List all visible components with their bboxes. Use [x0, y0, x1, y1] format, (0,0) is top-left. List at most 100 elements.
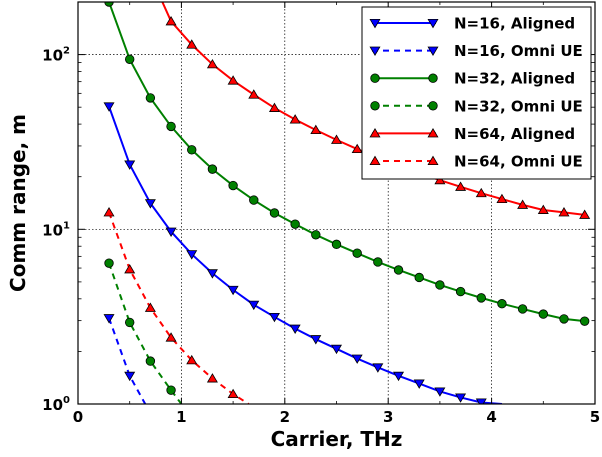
- data-point: [559, 314, 569, 324]
- data-point: [186, 39, 198, 49]
- legend-entry: N=16, Aligned: [369, 15, 575, 33]
- data-point: [227, 75, 239, 85]
- data-point: [517, 199, 529, 209]
- x-axis-label: Carrier, THz: [271, 427, 403, 451]
- x-tick-label: 1: [176, 408, 186, 426]
- data-point: [311, 230, 321, 240]
- data-point: [351, 143, 363, 154]
- x-tick-label: 4: [486, 408, 496, 426]
- data-point: [517, 304, 528, 314]
- series-line: [108, 262, 183, 404]
- data-point: [124, 317, 135, 328]
- series-4: [104, 258, 183, 404]
- data-point: [289, 114, 301, 124]
- legend-box: [361, 6, 592, 180]
- data-point: [227, 285, 239, 296]
- data-point: [331, 134, 342, 144]
- legend-marker: [428, 73, 438, 83]
- legend-marker: [427, 128, 439, 138]
- data-point: [165, 332, 177, 342]
- data-point: [331, 239, 342, 250]
- data-point: [538, 309, 549, 319]
- data-point: [372, 363, 384, 373]
- data-point: [104, 258, 114, 268]
- data-point: [310, 124, 322, 135]
- data-point: [496, 193, 508, 204]
- data-point: [206, 269, 218, 279]
- data-point: [352, 248, 362, 258]
- legend-marker: [428, 101, 438, 111]
- series-6: [103, 207, 250, 404]
- data-point: [455, 393, 467, 403]
- legend-entry: N=64, Aligned: [369, 125, 575, 143]
- data-point: [145, 356, 156, 366]
- y-axis-label: Comm range, m: [6, 114, 30, 292]
- data-point: [187, 145, 197, 155]
- legend-marker: [369, 18, 381, 29]
- legend-marker: [369, 128, 381, 138]
- data-point: [537, 204, 549, 214]
- data-point: [290, 219, 300, 229]
- data-point: [124, 160, 136, 170]
- series-1: [103, 102, 503, 404]
- legend: N=16, Aligned N=16, Omni UE N=32, Aligned N…: [361, 6, 592, 180]
- data-point: [475, 398, 487, 404]
- legend-marker: [369, 155, 381, 166]
- data-point: [103, 102, 115, 112]
- legend-marker: [369, 46, 381, 56]
- legend-marker: [370, 101, 380, 111]
- legend-marker: [427, 18, 439, 29]
- legend-entry: N=64, Omni UE: [369, 153, 583, 171]
- data-point: [269, 208, 280, 218]
- data-point: [103, 314, 115, 324]
- data-point: [579, 209, 591, 219]
- data-point: [228, 180, 238, 191]
- data-point: [289, 324, 301, 334]
- legend-marker: [370, 73, 380, 83]
- data-point: [186, 250, 198, 260]
- y-tick-label: 101: [42, 220, 70, 239]
- legend-label: N=32, Aligned: [454, 70, 575, 88]
- data-point: [248, 300, 260, 311]
- data-point: [166, 385, 176, 395]
- data-point: [373, 257, 383, 267]
- data-point: [393, 265, 404, 275]
- x-tick-label: 0: [73, 408, 83, 426]
- legend-entry: N=32, Omni UE: [370, 97, 583, 115]
- data-point: [124, 263, 136, 274]
- data-point: [434, 387, 446, 397]
- data-point: [435, 280, 445, 290]
- data-point: [455, 286, 466, 297]
- data-point: [475, 187, 487, 198]
- data-point: [166, 121, 176, 132]
- legend-entry: N=16, Omni UE: [369, 42, 583, 60]
- data-point: [413, 379, 425, 389]
- data-point: [104, 2, 114, 7]
- legend-label: N=16, Aligned: [454, 15, 575, 33]
- y-tick-label: 100: [42, 395, 70, 414]
- data-point: [124, 54, 135, 64]
- legend-entry: N=32, Aligned: [370, 70, 575, 88]
- data-point: [351, 354, 363, 364]
- legend-label: N=16, Omni UE: [454, 42, 583, 60]
- data-point: [310, 335, 322, 345]
- data-point: [124, 371, 136, 382]
- y-tick-label: 102: [42, 46, 70, 65]
- data-point: [434, 174, 446, 185]
- data-point: [414, 272, 424, 283]
- data-point: [103, 207, 115, 217]
- data-point: [331, 344, 342, 355]
- data-point: [165, 227, 177, 237]
- data-point: [206, 373, 218, 383]
- data-point: [268, 102, 280, 112]
- series-line: [108, 212, 250, 404]
- data-point: [497, 299, 507, 309]
- data-point: [248, 89, 260, 99]
- x-tick-label: 5: [590, 408, 600, 426]
- data-point: [144, 302, 156, 312]
- series-line: [108, 317, 147, 404]
- data-point: [455, 181, 467, 191]
- legend-marker: [427, 46, 439, 56]
- data-point: [476, 293, 486, 303]
